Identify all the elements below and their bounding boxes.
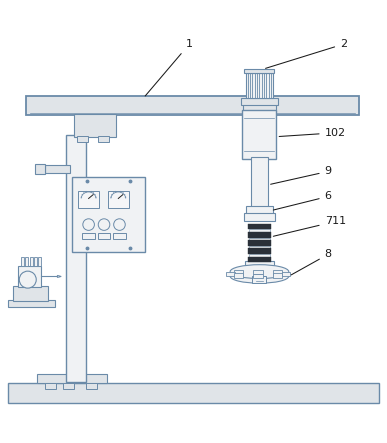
Bar — [9, 300, 55, 307]
Bar — [38, 257, 41, 266]
Bar — [9, 384, 378, 403]
Bar — [252, 276, 266, 283]
Bar — [45, 383, 56, 389]
Polygon shape — [57, 276, 61, 277]
Bar — [248, 224, 271, 229]
Bar — [86, 383, 97, 389]
Bar — [45, 165, 70, 173]
Bar — [281, 272, 290, 276]
Ellipse shape — [230, 264, 289, 279]
Circle shape — [83, 219, 94, 230]
Bar — [72, 177, 145, 253]
Bar — [246, 73, 273, 98]
Ellipse shape — [230, 269, 289, 283]
Text: 6: 6 — [273, 191, 332, 210]
Text: 102: 102 — [279, 128, 346, 138]
Bar — [98, 136, 109, 143]
Bar — [249, 246, 270, 249]
Circle shape — [98, 219, 110, 230]
Bar — [26, 257, 29, 266]
Bar — [21, 257, 24, 266]
Bar — [226, 272, 235, 276]
Bar — [243, 110, 276, 159]
Bar — [234, 273, 243, 278]
Bar — [248, 256, 271, 262]
Bar — [34, 257, 37, 266]
Bar — [249, 254, 270, 256]
Bar — [245, 69, 274, 73]
Bar — [98, 233, 110, 239]
Bar — [78, 190, 99, 208]
Bar — [113, 233, 126, 239]
Bar — [241, 98, 278, 105]
Bar — [243, 104, 276, 111]
Circle shape — [19, 271, 36, 288]
Bar — [272, 273, 282, 278]
Text: 2: 2 — [265, 39, 347, 68]
Bar — [234, 270, 243, 275]
Bar — [251, 157, 268, 208]
Bar — [249, 238, 270, 241]
Bar — [66, 135, 86, 381]
Bar — [77, 136, 88, 143]
Bar — [248, 232, 271, 238]
Bar — [74, 114, 116, 137]
Bar — [246, 206, 273, 214]
Bar — [249, 229, 270, 232]
Bar — [26, 96, 359, 116]
Text: 9: 9 — [271, 167, 332, 184]
Bar — [245, 261, 274, 268]
Bar — [37, 374, 107, 384]
Text: 711: 711 — [273, 217, 346, 236]
Text: 1: 1 — [145, 39, 193, 96]
Bar — [248, 249, 271, 254]
Bar — [35, 164, 45, 174]
Bar — [18, 266, 41, 287]
Bar — [253, 269, 262, 274]
Bar — [253, 274, 262, 278]
Bar — [82, 233, 95, 239]
Bar — [230, 272, 289, 276]
Bar — [63, 383, 74, 389]
Bar — [248, 241, 271, 246]
Bar — [14, 286, 48, 300]
Bar — [272, 270, 282, 275]
Bar — [244, 213, 275, 221]
Circle shape — [114, 219, 125, 230]
Bar — [108, 190, 129, 208]
Bar — [30, 257, 33, 266]
Text: 8: 8 — [291, 249, 332, 275]
